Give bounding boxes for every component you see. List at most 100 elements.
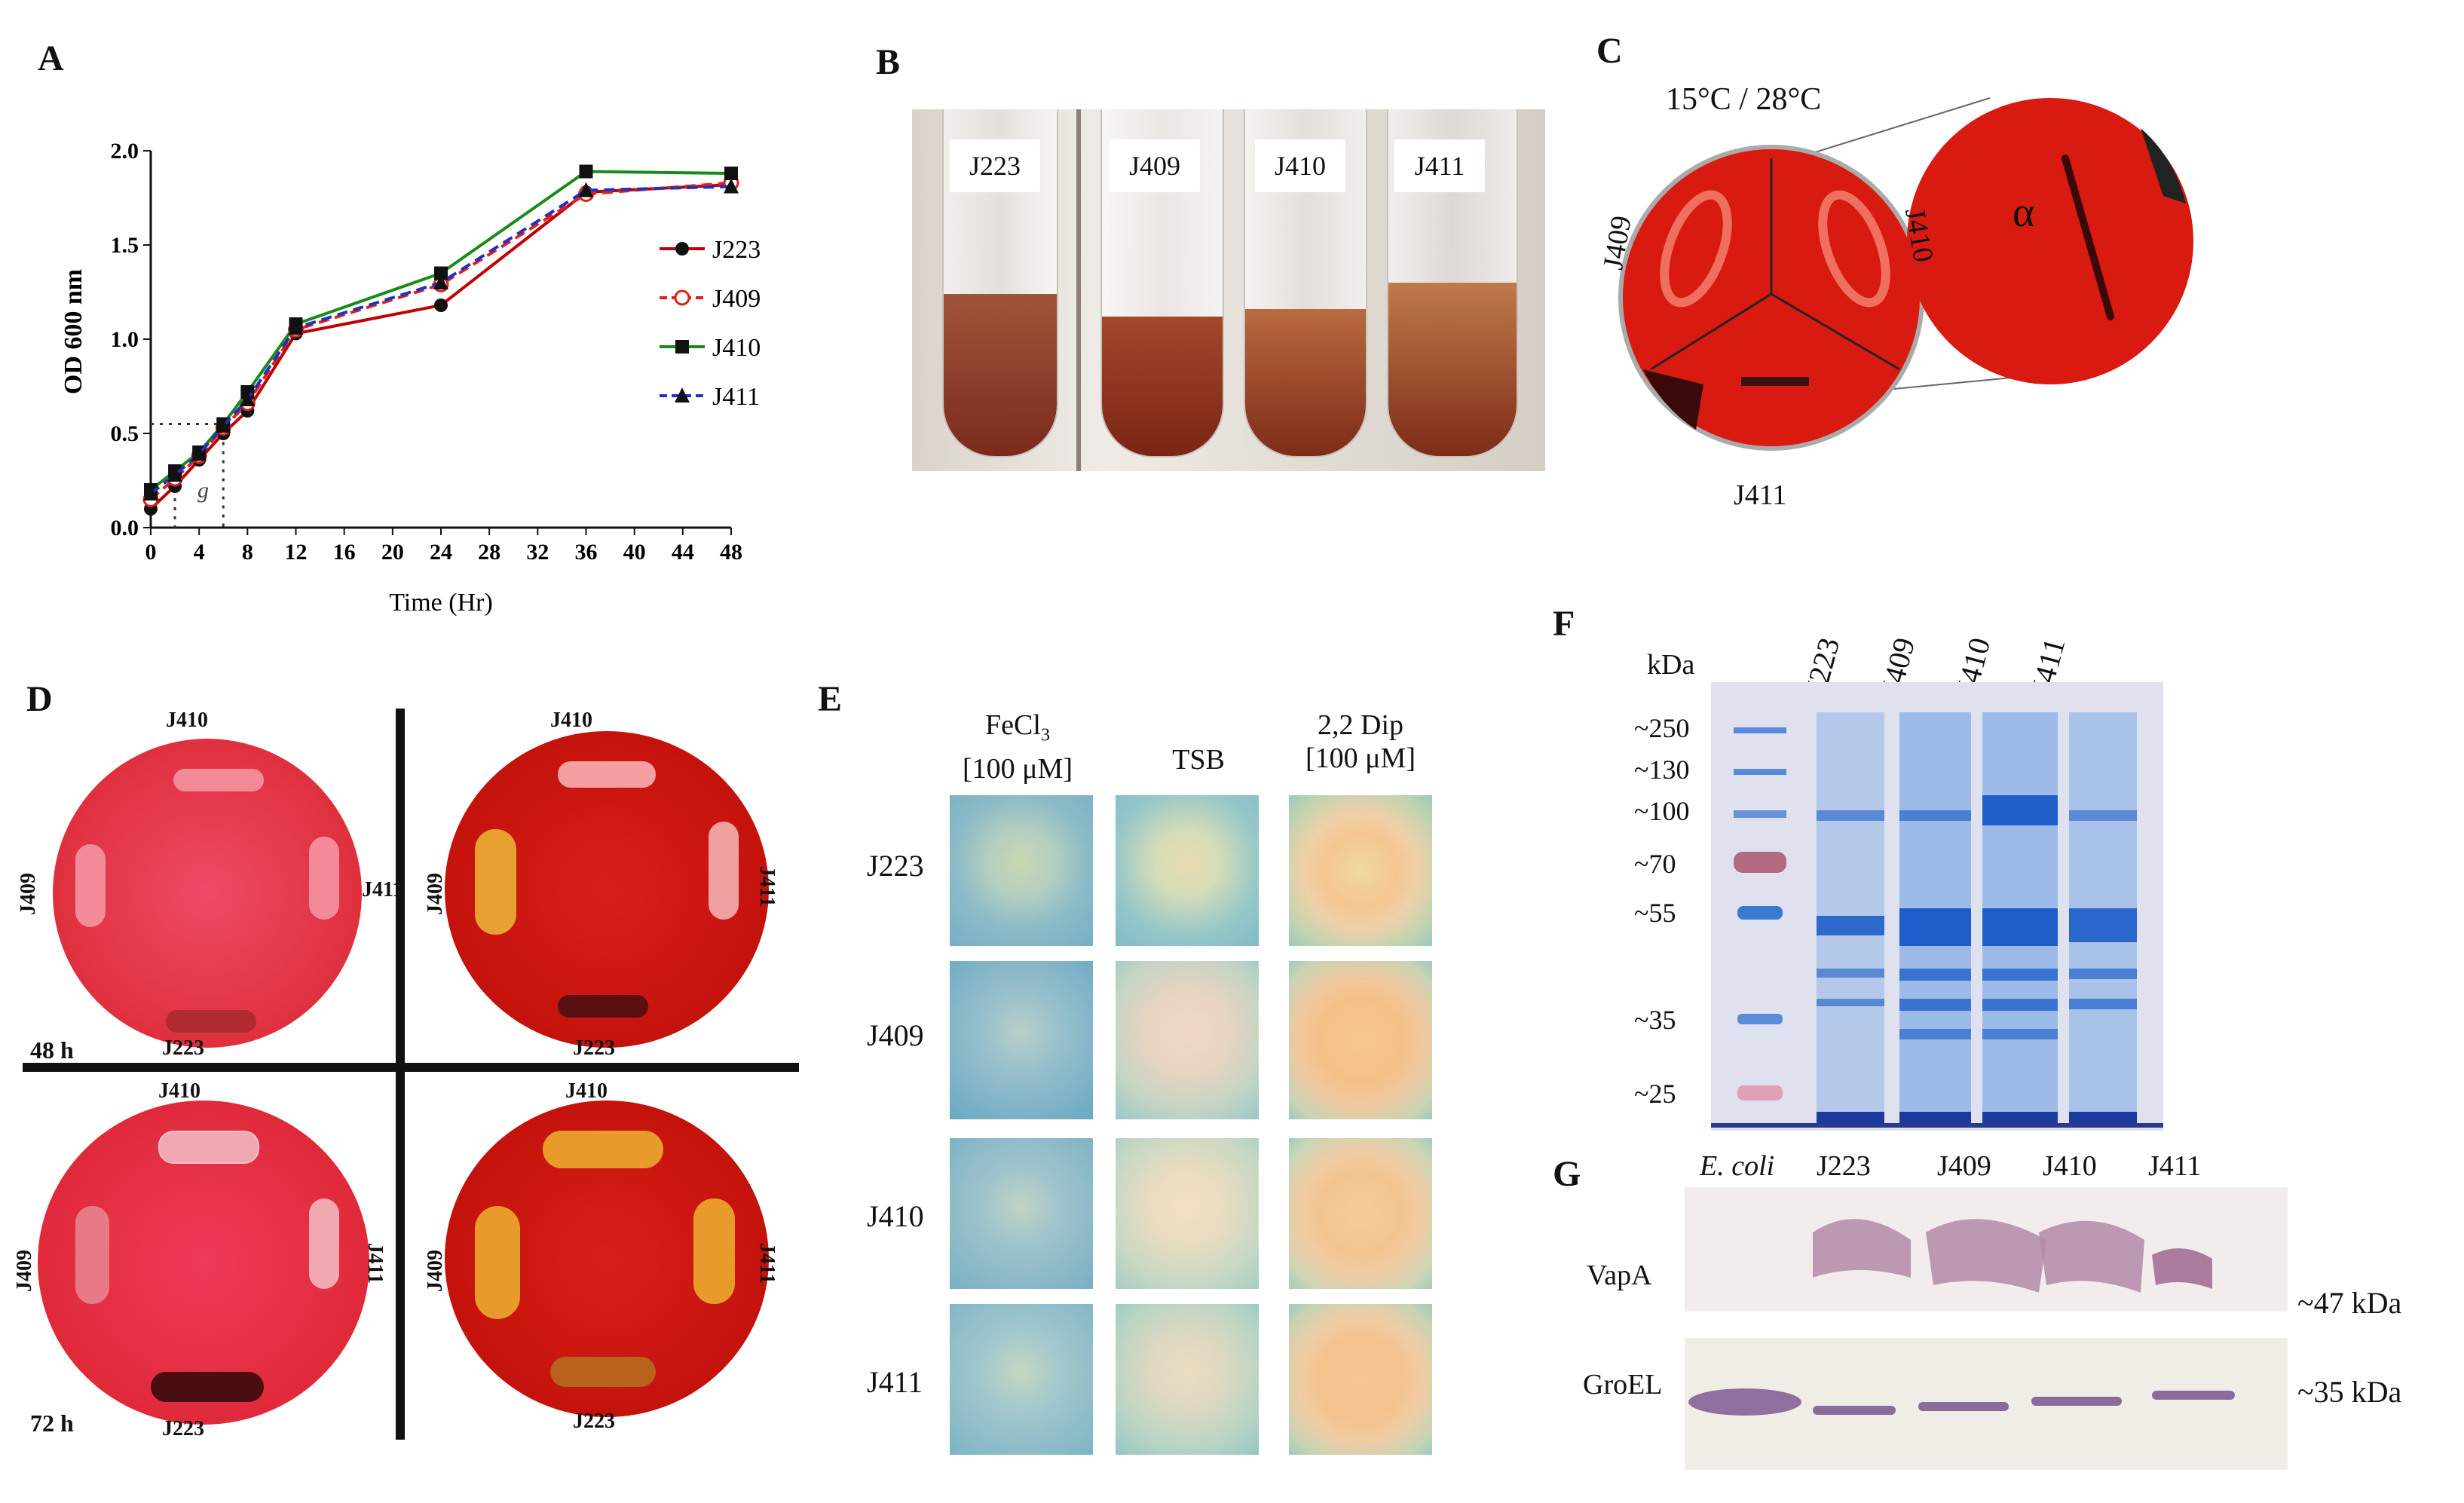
fecl3-text: FeCl <box>985 709 1041 741</box>
plate-zoom-edge <box>2141 128 2186 204</box>
tubes-photo: J223 J409 J410 J411 <box>912 109 1545 471</box>
colony-streak <box>475 1206 520 1319</box>
cas-square-tsb-j409 <box>1116 961 1259 1119</box>
plate-48h-left <box>53 739 362 1048</box>
x-tick-label: 32 <box>526 540 549 565</box>
marker-band-55 <box>1737 906 1783 920</box>
data-point-j223 <box>434 298 448 312</box>
tube-label-j409: J409 <box>1110 139 1200 192</box>
sector-line <box>1771 292 1900 371</box>
temperature-label: 15°C / 28°C <box>1666 82 1822 117</box>
marker-label-100: ~100 <box>1634 796 1690 826</box>
panel-label-b: B <box>876 42 901 82</box>
y-tick-label: 1.5 <box>111 233 139 258</box>
y-axis-label: OD 600 nm <box>60 269 87 394</box>
colony-streak <box>709 822 739 920</box>
panel-label-g: G <box>1553 1154 1581 1194</box>
series-line-j411 <box>149 185 732 495</box>
marker-band-35 <box>1737 1014 1783 1024</box>
data-point-j410 <box>579 164 593 179</box>
marker-band-25 <box>1737 1085 1783 1100</box>
blot-lane-label-j409: J409 <box>1937 1150 1991 1182</box>
dip-concentration: [100 μM] <box>1305 742 1416 774</box>
plate-zoom <box>1907 98 2193 384</box>
tube-label-j411: J411 <box>1394 139 1485 192</box>
y-tick-label: 1.0 <box>111 327 139 352</box>
x-tick-label: 48 <box>720 540 742 565</box>
x-tick-label: 4 <box>194 540 205 565</box>
cas-square-fecl3-j410 <box>950 1138 1093 1289</box>
groel-band-j410 <box>2031 1397 2122 1406</box>
blot-size-groel: ~35 kDa <box>2297 1375 2402 1409</box>
row-label-j411: J411 <box>867 1365 923 1399</box>
colony-streak <box>75 1206 109 1304</box>
legend-marker-j410 <box>675 340 689 354</box>
culture-j410 <box>1245 309 1366 456</box>
dye-front <box>1711 1123 2163 1128</box>
cas-square-tsb-j410 <box>1116 1138 1259 1289</box>
x-tick-label: 40 <box>623 540 646 565</box>
panel-label-e: E <box>818 679 843 719</box>
vapa-band-j223 <box>1813 1219 1911 1278</box>
marker-label-70: ~70 <box>1634 849 1676 879</box>
colony-j410 <box>1818 190 1890 308</box>
panel-label-c: C <box>1596 31 1623 71</box>
marker-label-25: ~25 <box>1634 1079 1676 1109</box>
kda-unit-label: kDa <box>1647 649 1695 681</box>
colony-streak <box>309 837 339 920</box>
panel-label-f: F <box>1553 604 1575 644</box>
data-point-j410 <box>724 167 738 180</box>
plates-grid: 48 h 72 h J410 J409 J411 J223 J410 J409 … <box>13 709 799 1455</box>
x-axis-label: Time (Hr) <box>389 589 493 617</box>
legend-label-j223: J223 <box>712 236 761 264</box>
label-j411: J411 <box>362 878 403 901</box>
series-line-j223 <box>149 183 732 510</box>
y-tick-label: 2.0 <box>111 139 139 164</box>
fecl3-concentration: [100 μM] <box>963 752 1073 785</box>
series-line-j409 <box>149 181 732 501</box>
annotation-g: g <box>197 478 209 503</box>
marker-band-100 <box>1734 810 1786 818</box>
colony-streak <box>543 1131 663 1168</box>
data-point-j411 <box>288 320 304 335</box>
plate-dark-corner <box>1643 369 1703 430</box>
colony-streak <box>151 1372 264 1402</box>
row-label-j410: J410 <box>867 1199 924 1233</box>
data-point-j411 <box>167 467 183 482</box>
data-point-j411 <box>216 418 231 433</box>
panel-label-a: A <box>38 38 64 78</box>
cas-square-dip-j410 <box>1289 1138 1432 1289</box>
legend-marker-j411 <box>675 387 690 403</box>
x-tick-label: 12 <box>285 540 308 565</box>
y-tick-label: 0.0 <box>111 516 139 540</box>
tube-j411 <box>1387 109 1518 458</box>
photo-divider <box>1076 109 1081 471</box>
groel-band-j409 <box>1918 1402 2009 1411</box>
label-j410: J410 <box>565 1079 608 1103</box>
label-j411: J411 <box>363 1242 387 1284</box>
label-j411: J411 <box>755 865 779 908</box>
blot-lane-label-ecoli: E. coli <box>1700 1150 1775 1182</box>
series-line-j410 <box>149 170 732 491</box>
data-point-j411 <box>143 485 158 500</box>
groel-band-j223 <box>1813 1406 1896 1415</box>
time-label-48h: 48 h <box>30 1036 74 1064</box>
cas-square-tsb-j411 <box>1116 1304 1259 1455</box>
tube-label-j410: J410 <box>1255 139 1345 192</box>
vapa-band-j411 <box>2152 1248 2212 1289</box>
colony-streak <box>475 829 516 935</box>
cas-square-fecl3-j223 <box>950 795 1093 946</box>
data-point-j411 <box>240 391 256 406</box>
col-header-dip: 2,2 Dip [100 μM] <box>1281 709 1440 775</box>
x-tick-label: 16 <box>333 540 356 565</box>
tube-label-j223: J223 <box>950 139 1040 192</box>
blot-size-vapa: ~47 kDa <box>2297 1286 2402 1320</box>
gel-lane-j223 <box>1817 712 1884 1127</box>
western-blot <box>1685 1187 2288 1470</box>
colony-j409 <box>1660 190 1732 308</box>
x-tick-label: 8 <box>242 540 253 565</box>
marker-label-250: ~250 <box>1634 713 1690 743</box>
label-j409: J409 <box>424 873 447 915</box>
legend-label-j410: J410 <box>712 334 761 362</box>
label-j409: J409 <box>17 873 40 915</box>
